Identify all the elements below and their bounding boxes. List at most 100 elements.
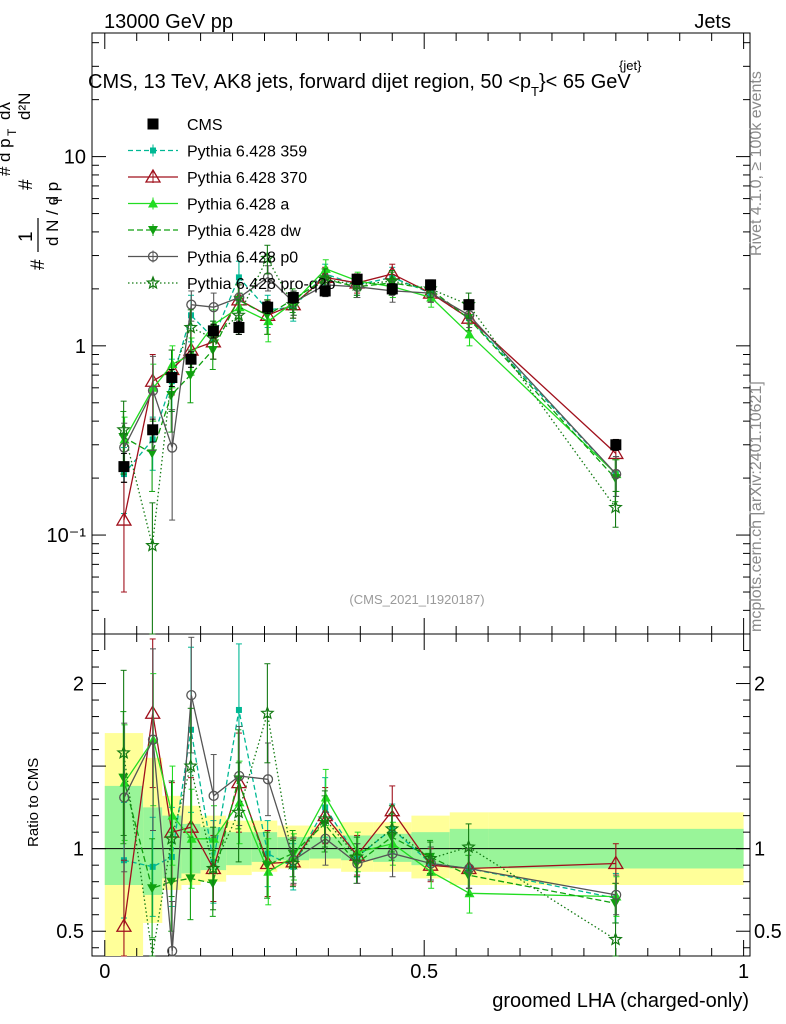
series-line — [122, 776, 616, 904]
category-label: Jets — [694, 11, 731, 33]
data-point — [186, 689, 197, 701]
data-point — [425, 279, 437, 291]
data-point — [608, 499, 623, 514]
main-y-ticks: 10⁻¹ 1 10 — [47, 42, 750, 635]
series-ratio-pythia-6-428-pro-q2o — [116, 663, 623, 957]
legend-marker — [144, 168, 162, 183]
data-point — [235, 706, 242, 713]
series-line — [122, 278, 616, 479]
data-point — [610, 468, 622, 480]
ratio-series — [115, 636, 624, 957]
data-point — [186, 833, 197, 843]
data-point — [166, 372, 178, 384]
data-point — [461, 839, 476, 854]
mcplots-side-label: mcplots.cern.ch [arXiv:2401.10621] — [748, 381, 765, 632]
data-point — [317, 811, 333, 826]
data-point — [319, 285, 331, 297]
data-point — [147, 449, 158, 459]
data-point — [167, 810, 178, 820]
y-label-one: 1 — [16, 231, 37, 242]
data-point — [235, 274, 242, 281]
x-ticks: 0 0.5 1 — [99, 33, 749, 983]
data-point — [387, 848, 398, 859]
legend-label: CMS — [187, 117, 223, 134]
data-point — [233, 321, 245, 333]
data-point — [263, 316, 274, 326]
data-point — [208, 833, 219, 843]
data-point — [231, 804, 246, 819]
data-point — [119, 792, 130, 803]
data-point — [207, 325, 219, 337]
legend-entry-pythia-6-428-dw: Pythia 6.428 dw — [128, 223, 301, 240]
data-point — [231, 307, 246, 322]
x-tick-label: 0 — [99, 961, 110, 983]
rivet-side-label: Rivet 4.1.0, ≥ 100k events — [748, 71, 765, 256]
data-point — [351, 273, 363, 285]
data-point — [610, 439, 622, 451]
legend-entry-pythia-6-428-pro-q2o: Pythia 6.428 pro-q2o — [128, 275, 336, 293]
data-point — [285, 855, 301, 870]
series-line — [122, 713, 616, 957]
ratio-y-tick-label-right: 2 — [754, 674, 765, 696]
data-point — [260, 250, 275, 265]
data-point — [182, 818, 200, 833]
data-point — [260, 705, 275, 720]
legend-label: Pythia 6.428 pro-q2o — [187, 276, 336, 293]
plot-title-sup: {jet} — [619, 58, 642, 73]
ratio-y-ticks: 0.5 0.5 1 1 2 2 — [56, 633, 782, 949]
legend-marker — [150, 147, 156, 154]
legend-label: Pythia 6.428 359 — [187, 144, 307, 161]
y-label-t2: T — [5, 128, 19, 136]
y-label-d2n: d²N — [15, 93, 34, 120]
data-point — [287, 292, 299, 304]
data-point — [320, 792, 331, 802]
data-point — [234, 292, 245, 303]
main-y-tick-label: 1 — [75, 336, 86, 358]
data-point — [185, 371, 196, 381]
legend-entry-cms: CMS — [147, 117, 223, 134]
legend-label: Pythia 6.428 a — [187, 197, 289, 214]
data-point — [423, 850, 438, 865]
data-point — [608, 931, 623, 946]
main-y-tick-label: 10⁻¹ — [47, 525, 87, 547]
data-point — [263, 866, 274, 876]
x-tick-label: 1 — [738, 961, 749, 983]
legend-marker — [148, 226, 158, 235]
legend-marker — [147, 251, 159, 262]
data-point — [262, 272, 274, 283]
series-line — [123, 276, 617, 475]
data-point — [262, 301, 274, 313]
ratio-y-tick-label-left: 1 — [73, 839, 84, 861]
series-ratio-pythia-6-428-370 — [115, 638, 624, 957]
legend-marker — [145, 275, 161, 290]
series-main-pythia-6-428-dw — [118, 268, 621, 503]
legend-label: Pythia 6.428 370 — [187, 170, 307, 187]
data-point — [147, 734, 159, 745]
y-label-t1: T — [51, 196, 65, 204]
series-line — [123, 694, 617, 952]
legend-label: Pythia 6.428 p0 — [187, 250, 298, 267]
data-point — [610, 889, 622, 901]
series-line — [123, 709, 616, 899]
ratio-y-tick-label-left: 2 — [73, 674, 84, 696]
data-point — [317, 271, 333, 286]
data-point — [205, 860, 221, 875]
plot-title: CMS, 13 TeV, AK8 jets, forward dijet reg… — [88, 71, 631, 99]
data-point — [167, 442, 178, 453]
plot-title-tail: }< 65 GeV — [539, 71, 631, 93]
data-point — [185, 874, 196, 884]
x-tick-label: 0.5 — [410, 961, 438, 983]
data-point — [610, 899, 621, 909]
plot-title-main: CMS, 13 TeV, AK8 jets, forward dijet reg… — [88, 71, 531, 93]
main-series — [115, 244, 624, 635]
series-line — [122, 256, 617, 546]
data-point — [147, 884, 158, 894]
series-line — [123, 268, 617, 475]
data-point — [185, 353, 197, 365]
data-point — [116, 745, 131, 760]
series-main-pythia-6-428-pro-q2o — [116, 244, 623, 635]
data-point — [147, 385, 159, 396]
y-label-part-hash: # — [28, 259, 49, 270]
ratio-plot-frame — [91, 633, 751, 957]
